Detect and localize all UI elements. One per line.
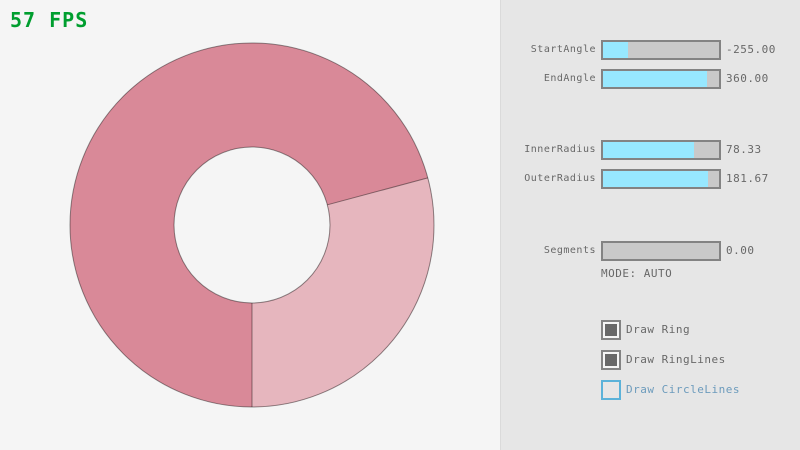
endangle-slider-fill xyxy=(603,71,708,87)
draw-circlelines-label: Draw CircleLines xyxy=(626,383,740,396)
endangle-label: EndAngle xyxy=(543,73,596,84)
draw-ringlines-checkbox-row: Draw RingLines xyxy=(601,350,800,370)
endangle-value: 360.00 xyxy=(726,72,769,85)
ring-inner-outline xyxy=(173,146,331,304)
draw-ring-label: Draw Ring xyxy=(626,323,691,336)
ring-outer-outline xyxy=(69,42,435,408)
segments-label: Segments xyxy=(543,245,596,256)
segments-value: 0.00 xyxy=(726,244,755,257)
outerradius-value: 181.67 xyxy=(726,172,769,185)
draw-circlelines-checkbox-row: Draw CircleLines xyxy=(601,380,800,400)
ring-chart[interactable] xyxy=(0,0,500,450)
startangle-slider[interactable] xyxy=(601,40,721,60)
startangle-value: -255.00 xyxy=(726,43,776,56)
innerradius-value: 78.33 xyxy=(726,143,762,156)
outerradius-slider-fill xyxy=(603,171,709,187)
innerradius-label: InnerRadius xyxy=(524,144,596,155)
ring-boundary-line-start xyxy=(327,177,428,206)
outerradius-slider[interactable] xyxy=(601,169,721,189)
draw-ring-checkbox[interactable] xyxy=(601,320,621,340)
startangle-slider-fill xyxy=(603,42,629,58)
fps-counter: 57 FPS xyxy=(10,8,89,32)
innerradius-slider[interactable] xyxy=(601,140,721,160)
controls-panel: StartAngle -255.00 EndAngle 360.00 Inner… xyxy=(500,0,800,450)
slider-row-innerradius: InnerRadius 78.33 xyxy=(501,140,800,160)
outerradius-label: OuterRadius xyxy=(524,173,596,184)
startangle-label: StartAngle xyxy=(530,44,596,55)
mode-label: MODE: AUTO xyxy=(601,267,673,280)
ring-light-sector xyxy=(252,177,434,407)
slider-row-endangle: EndAngle 360.00 xyxy=(501,69,800,89)
slider-row-outerradius: OuterRadius 181.67 xyxy=(501,169,800,189)
draw-ring-checkbox-row: Draw Ring xyxy=(601,320,800,340)
draw-circlelines-checkbox[interactable] xyxy=(601,380,621,400)
draw-ringlines-label: Draw RingLines xyxy=(626,353,726,366)
draw-ringlines-checkbox[interactable] xyxy=(601,350,621,370)
segments-slider[interactable] xyxy=(601,241,721,261)
checkbox-check-mark xyxy=(605,324,617,336)
innerradius-slider-fill xyxy=(603,142,694,158)
slider-row-segments: Segments 0.00 xyxy=(501,241,800,261)
checkbox-check-mark xyxy=(605,354,617,366)
slider-row-startangle: StartAngle -255.00 xyxy=(501,40,800,60)
endangle-slider[interactable] xyxy=(601,69,721,89)
